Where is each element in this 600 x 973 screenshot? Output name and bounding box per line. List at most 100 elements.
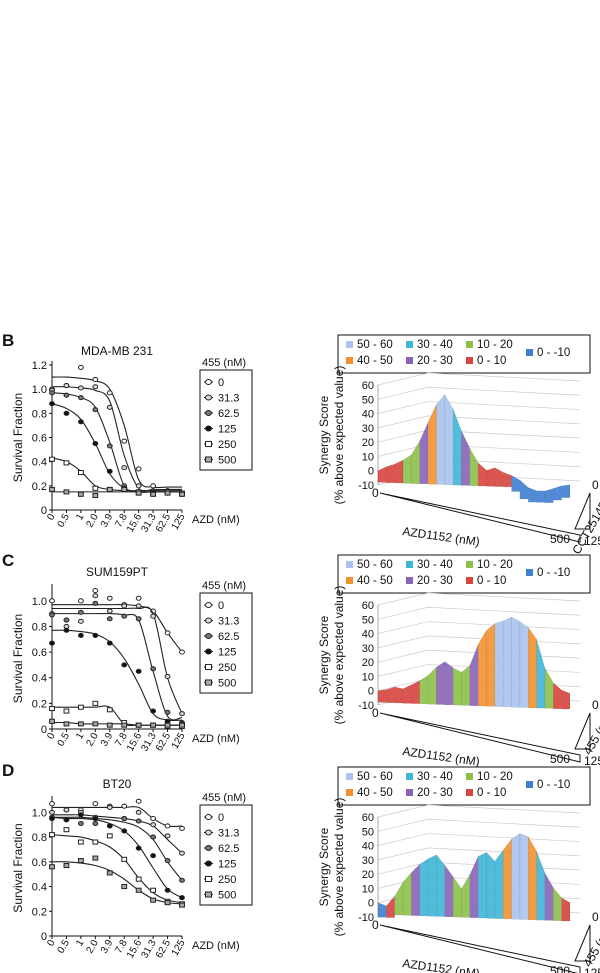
y-tick-label: 0.4 bbox=[32, 673, 47, 685]
surface-facet bbox=[427, 854, 437, 917]
legend-label: 50 - 60 bbox=[357, 339, 393, 351]
z-tick-label: -10 bbox=[358, 700, 374, 712]
legend-label: 500 bbox=[218, 890, 236, 902]
z-tick-label: 30 bbox=[362, 855, 374, 867]
data-point bbox=[164, 858, 171, 864]
legend-label: 31.3 bbox=[218, 828, 239, 840]
legend-marker bbox=[205, 860, 212, 867]
legend-swatch bbox=[466, 577, 473, 584]
y-axis-label: Survival Fraction bbox=[11, 614, 25, 703]
series-0 bbox=[49, 364, 185, 496]
data-point bbox=[49, 456, 55, 462]
x-tick-label: 2.0 bbox=[84, 938, 101, 956]
grid-line bbox=[377, 818, 581, 832]
legend-label: 10 - 20 bbox=[477, 339, 513, 351]
data-point bbox=[106, 870, 113, 876]
legend-marker bbox=[205, 409, 212, 417]
data-point bbox=[63, 817, 70, 823]
legend-marker bbox=[205, 875, 212, 883]
y-axis-label: Synergy Score bbox=[317, 827, 331, 906]
data-point bbox=[135, 603, 142, 609]
surface-facet bbox=[486, 851, 496, 919]
x-tick-label: 0 bbox=[45, 731, 58, 742]
data-point bbox=[49, 705, 55, 712]
data-point bbox=[92, 485, 99, 491]
x-range-label: 0 bbox=[372, 706, 379, 720]
data-point bbox=[121, 884, 128, 890]
y-axis-label: Synergy Score bbox=[317, 395, 331, 474]
z-tick-label: 50 bbox=[362, 394, 374, 406]
x-range-label: 125 bbox=[584, 754, 600, 768]
surface-facet bbox=[436, 661, 446, 705]
series-125 bbox=[49, 627, 185, 727]
data-point bbox=[150, 708, 157, 714]
data-point bbox=[63, 708, 70, 714]
legend-swatch bbox=[526, 569, 533, 576]
data-point bbox=[106, 640, 113, 646]
surface-facet bbox=[444, 393, 454, 486]
data-point bbox=[92, 593, 99, 599]
x-range-wedge bbox=[379, 492, 581, 543]
data-point bbox=[63, 627, 70, 633]
data-point bbox=[49, 598, 55, 604]
series-500 bbox=[49, 855, 185, 908]
data-point bbox=[77, 491, 84, 497]
surface-facet bbox=[494, 620, 504, 707]
data-point bbox=[49, 832, 55, 838]
data-point bbox=[150, 613, 157, 619]
data-point bbox=[92, 816, 99, 822]
legend-label: 50 - 60 bbox=[357, 559, 393, 571]
data-point bbox=[49, 718, 55, 724]
data-point bbox=[92, 492, 99, 499]
legend-marker bbox=[205, 648, 212, 655]
data-point bbox=[92, 384, 99, 390]
y-tick-label: 0.8 bbox=[32, 408, 47, 420]
plot-title: SUM159PT bbox=[86, 565, 149, 579]
data-point bbox=[92, 600, 99, 606]
data-point bbox=[135, 616, 142, 622]
y-axis-label: Synergy Score bbox=[317, 615, 331, 694]
data-point bbox=[106, 443, 113, 449]
data-point bbox=[121, 856, 128, 862]
data-point bbox=[63, 383, 70, 389]
surface-facet bbox=[436, 854, 446, 917]
legend-swatch bbox=[526, 781, 533, 788]
surface-facet bbox=[536, 851, 546, 921]
legend-box bbox=[337, 554, 591, 594]
y-tick-label: 0.8 bbox=[32, 621, 47, 633]
z-tick-label: 20 bbox=[362, 437, 374, 449]
data-point bbox=[92, 376, 99, 383]
surface-facet bbox=[461, 873, 471, 918]
fit-curve bbox=[51, 392, 182, 493]
legend-swatch bbox=[466, 789, 473, 796]
legend-label: 0 - -10 bbox=[537, 347, 570, 359]
data-point bbox=[150, 491, 157, 497]
data-point bbox=[179, 722, 185, 728]
legend-marker bbox=[205, 679, 212, 686]
fit-curve bbox=[51, 403, 182, 493]
data-point bbox=[63, 392, 70, 398]
data-point bbox=[49, 809, 55, 815]
surface-facet bbox=[386, 895, 395, 918]
surface-panel-C-right: 50 - 60 40 - 50 30 - 40 20 - 30 10 - 20 0 - 1… bbox=[317, 554, 600, 769]
surface-facet bbox=[544, 872, 554, 921]
data-point bbox=[150, 816, 157, 822]
z-range-label: 500 bbox=[550, 752, 570, 766]
data-point bbox=[63, 617, 70, 623]
fit-curve bbox=[51, 816, 183, 899]
y-tick-label: 0 bbox=[41, 931, 47, 943]
y-tick-label: 0.4 bbox=[32, 882, 47, 894]
data-point bbox=[150, 887, 157, 893]
data-point bbox=[179, 877, 185, 883]
x-tick-label: 125 bbox=[170, 938, 188, 958]
legend-label: 250 bbox=[218, 439, 236, 451]
data-point bbox=[77, 858, 84, 864]
fit-curve bbox=[52, 806, 183, 828]
data-point bbox=[121, 603, 128, 609]
legend-label: 30 - 40 bbox=[417, 559, 453, 571]
data-point bbox=[179, 491, 185, 497]
surface-facet bbox=[528, 626, 537, 709]
legend-swatch bbox=[466, 561, 473, 568]
surface-facet bbox=[561, 897, 571, 922]
legend-marker bbox=[205, 632, 212, 640]
